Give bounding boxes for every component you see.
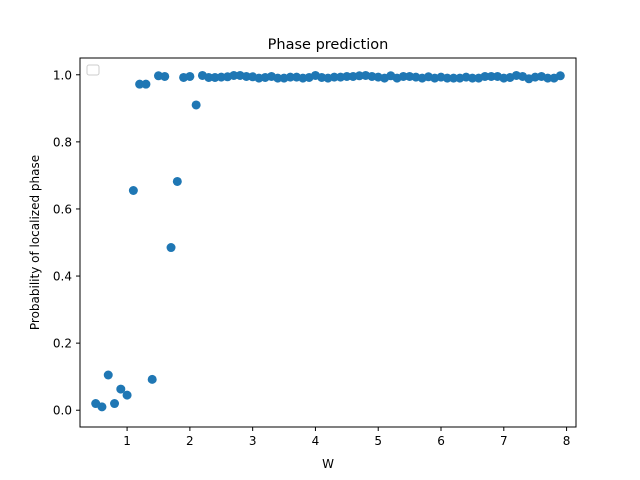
x-tick-label: 4 xyxy=(312,434,320,448)
data-point xyxy=(103,370,113,380)
x-axis-ticks: 1 2 3 4 5 6 7 8 xyxy=(123,427,570,448)
x-tick-label: 3 xyxy=(249,434,257,448)
x-tick-label: 7 xyxy=(500,434,508,448)
y-tick-label: 0.6 xyxy=(53,202,72,216)
y-tick-label: 1.0 xyxy=(53,68,72,82)
y-tick-label: 0.8 xyxy=(53,135,72,149)
y-axis-label: Probability of localized phase xyxy=(28,155,42,330)
data-point xyxy=(285,72,295,82)
data-point xyxy=(191,100,201,110)
data-point xyxy=(135,79,145,89)
x-tick-label: 6 xyxy=(437,434,445,448)
data-point xyxy=(141,79,151,89)
x-tick-label: 8 xyxy=(563,434,571,448)
legend xyxy=(86,64,100,76)
data-point xyxy=(480,71,490,81)
data-point xyxy=(442,73,452,83)
data-point xyxy=(110,399,120,409)
data-point xyxy=(273,73,283,83)
data-point xyxy=(398,71,408,81)
data-point xyxy=(122,390,132,400)
points-layer xyxy=(91,70,565,412)
data-point xyxy=(116,384,126,394)
data-point xyxy=(147,374,157,384)
chart-title: Phase prediction xyxy=(268,37,389,53)
data-point xyxy=(97,402,107,412)
data-point xyxy=(166,243,176,253)
data-point xyxy=(128,186,138,195)
data-point xyxy=(555,71,565,81)
x-axis-label: W xyxy=(322,457,334,471)
y-tick-label: 0.2 xyxy=(53,337,72,351)
data-point xyxy=(329,72,339,82)
data-point xyxy=(467,73,477,83)
y-axis-ticks: 0.0 0.2 0.4 0.6 0.8 1.0 xyxy=(53,68,80,418)
data-point xyxy=(204,72,214,82)
x-tick-label: 5 xyxy=(374,434,382,448)
x-tick-label: 2 xyxy=(186,434,194,448)
data-point xyxy=(160,71,170,81)
data-point xyxy=(229,70,239,80)
data-point xyxy=(342,71,352,81)
plot-frame xyxy=(79,57,577,428)
data-point xyxy=(172,176,182,186)
x-tick-label: 1 xyxy=(123,434,131,448)
legend-box xyxy=(86,64,100,76)
data-point xyxy=(486,71,496,81)
data-point xyxy=(185,71,195,81)
y-tick-label: 0.0 xyxy=(53,404,72,418)
data-point xyxy=(543,73,553,83)
data-point xyxy=(449,73,459,83)
y-tick-label: 0.4 xyxy=(53,270,72,284)
